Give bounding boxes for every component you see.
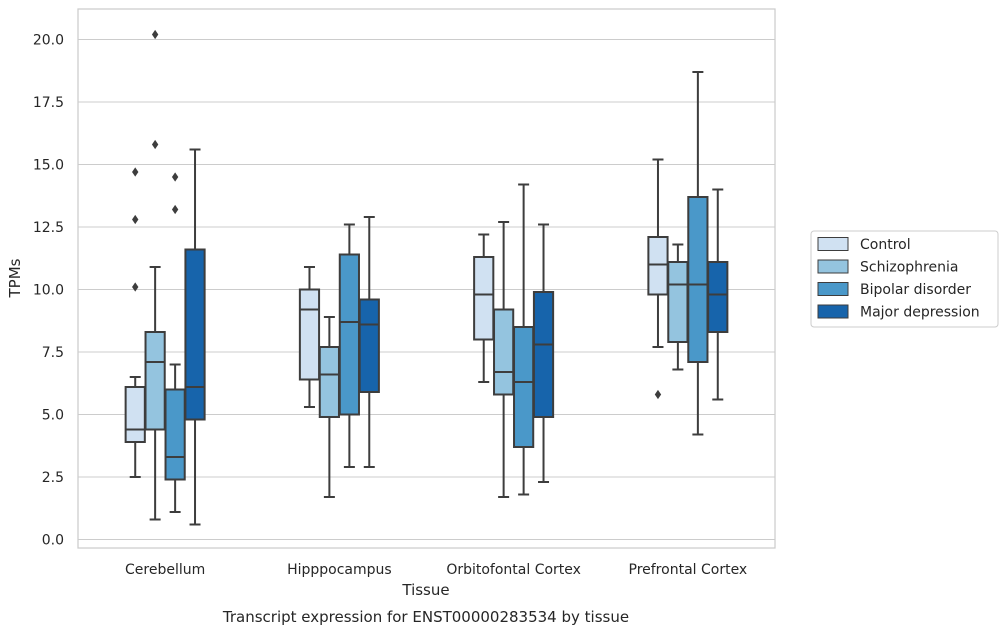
x-tick-label: Hipppocampus — [287, 562, 392, 578]
legend-label: Control — [860, 237, 911, 253]
box-plot — [164, 172, 186, 513]
box-iqr — [184, 248, 206, 421]
y-axis-title: TPMs — [6, 258, 24, 298]
x-axis-title: Tissue — [401, 581, 449, 599]
y-tick-label: 7.5 — [42, 345, 64, 361]
legend-frame — [810, 230, 999, 328]
y-tick-label: 20.0 — [33, 33, 64, 49]
outlier-point — [171, 204, 179, 215]
box-iqr — [124, 386, 146, 443]
series-major-depression — [184, 148, 729, 526]
plot-frame — [77, 8, 776, 549]
y-axis-ticks: 0.0 2.5 5.0 7.5 10.0 12.5 15.0 17.5 20.0 — [33, 33, 64, 549]
box-iqr — [667, 261, 689, 343]
outlier-point — [132, 282, 139, 292]
box-plot — [144, 29, 166, 521]
y-tick-label: 10.0 — [33, 283, 64, 299]
box-plot — [318, 316, 340, 498]
box-plot — [493, 221, 515, 498]
box-plot — [513, 183, 535, 496]
box-plot — [473, 233, 495, 383]
outlier-point — [654, 389, 662, 400]
box-iqr — [358, 298, 380, 393]
y-tick-label: 2.5 — [42, 470, 64, 486]
series-bipolar-disorder — [164, 71, 709, 513]
box-iqr — [687, 196, 709, 363]
legend-swatch — [817, 304, 849, 319]
plot-area — [124, 29, 729, 526]
outlier-point — [132, 167, 139, 177]
box-iqr — [318, 346, 340, 418]
y-tick-label: 0.0 — [42, 533, 64, 549]
box-iqr — [164, 388, 186, 481]
box-plot — [184, 148, 206, 526]
box-iqr — [532, 291, 555, 418]
legend-swatch — [817, 237, 849, 251]
box-iqr — [513, 326, 535, 448]
box-iqr — [473, 256, 495, 341]
outlier-point — [132, 214, 139, 225]
box-plot — [358, 216, 380, 468]
y-tick-label: 15.0 — [33, 158, 64, 174]
box-iqr — [298, 288, 321, 381]
legend: Control Schizophrenia Bipolar disorder Majo… — [810, 230, 999, 328]
box-iqr — [493, 308, 515, 396]
x-tick-label: Cerebellum — [125, 562, 205, 578]
legend-label: Bipolar disorder — [860, 282, 971, 298]
series-schizophrenia — [144, 29, 689, 521]
box-plot — [707, 188, 729, 401]
y-tick-label: 17.5 — [33, 95, 64, 111]
box-plot — [298, 266, 321, 408]
outlier-point — [171, 172, 179, 182]
box-plot — [124, 167, 146, 478]
box-iqr — [338, 253, 360, 416]
legend-swatch — [817, 259, 849, 274]
x-tick-label: Orbitofontal Cortex — [446, 562, 581, 578]
box-plot — [667, 243, 689, 371]
box-plot — [647, 158, 669, 400]
box-plot — [687, 71, 709, 436]
box-iqr — [707, 261, 729, 333]
x-tick-label: Prefrontal Cortex — [629, 562, 748, 578]
outlier-point — [151, 29, 159, 40]
legend-swatch — [817, 282, 849, 296]
chart-caption: Transcript expression for ENST0000028353… — [222, 608, 629, 626]
legend-label: Schizophrenia — [860, 260, 958, 276]
box-plot — [532, 223, 555, 483]
box-iqr — [647, 236, 669, 296]
x-axis-ticks: Cerebellum Hipppocampus Orbitofontal Corte… — [125, 562, 747, 578]
box-iqr — [144, 331, 166, 431]
y-tick-label: 12.5 — [33, 220, 64, 236]
series-control — [124, 158, 669, 478]
legend-label: Major depression — [860, 305, 980, 321]
outlier-point — [151, 139, 159, 150]
box-plot — [338, 223, 360, 468]
y-tick-label: 5.0 — [42, 408, 64, 424]
